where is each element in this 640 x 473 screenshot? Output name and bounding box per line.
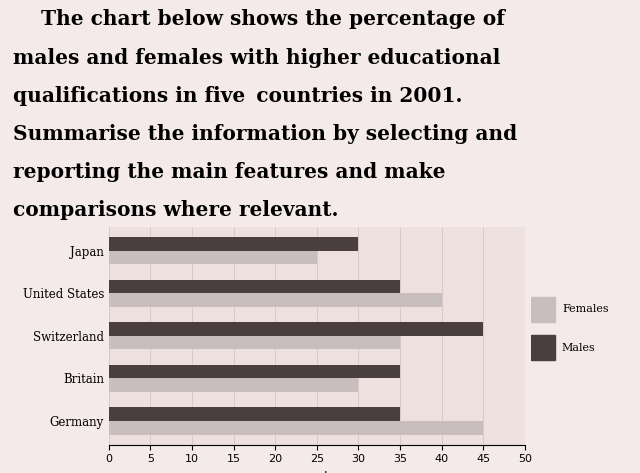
Text: Summarise the information by selecting and: Summarise the information by selecting a…	[13, 124, 517, 144]
FancyBboxPatch shape	[531, 297, 555, 322]
Bar	[109, 336, 400, 350]
Text: males and females with higher educational: males and females with higher educationa…	[13, 48, 500, 68]
Text: Males: Males	[562, 342, 596, 353]
Bar	[109, 407, 400, 421]
Bar	[109, 293, 442, 307]
Text: qualifications in five  countries in 2001.: qualifications in five countries in 2001…	[13, 86, 462, 105]
X-axis label: percentage: percentage	[281, 470, 353, 473]
Text: comparisons where relevant.: comparisons where relevant.	[13, 200, 339, 220]
Bar	[109, 322, 483, 336]
Text: reporting the main features and make: reporting the main features and make	[13, 162, 445, 182]
Text: Females: Females	[562, 304, 609, 315]
FancyBboxPatch shape	[531, 335, 555, 360]
Bar	[109, 421, 483, 435]
Bar	[109, 280, 400, 293]
Bar	[109, 378, 358, 392]
Bar	[109, 237, 358, 251]
Text: The chart below shows the percentage of: The chart below shows the percentage of	[13, 9, 505, 29]
Bar	[109, 365, 400, 378]
Bar	[109, 251, 317, 264]
